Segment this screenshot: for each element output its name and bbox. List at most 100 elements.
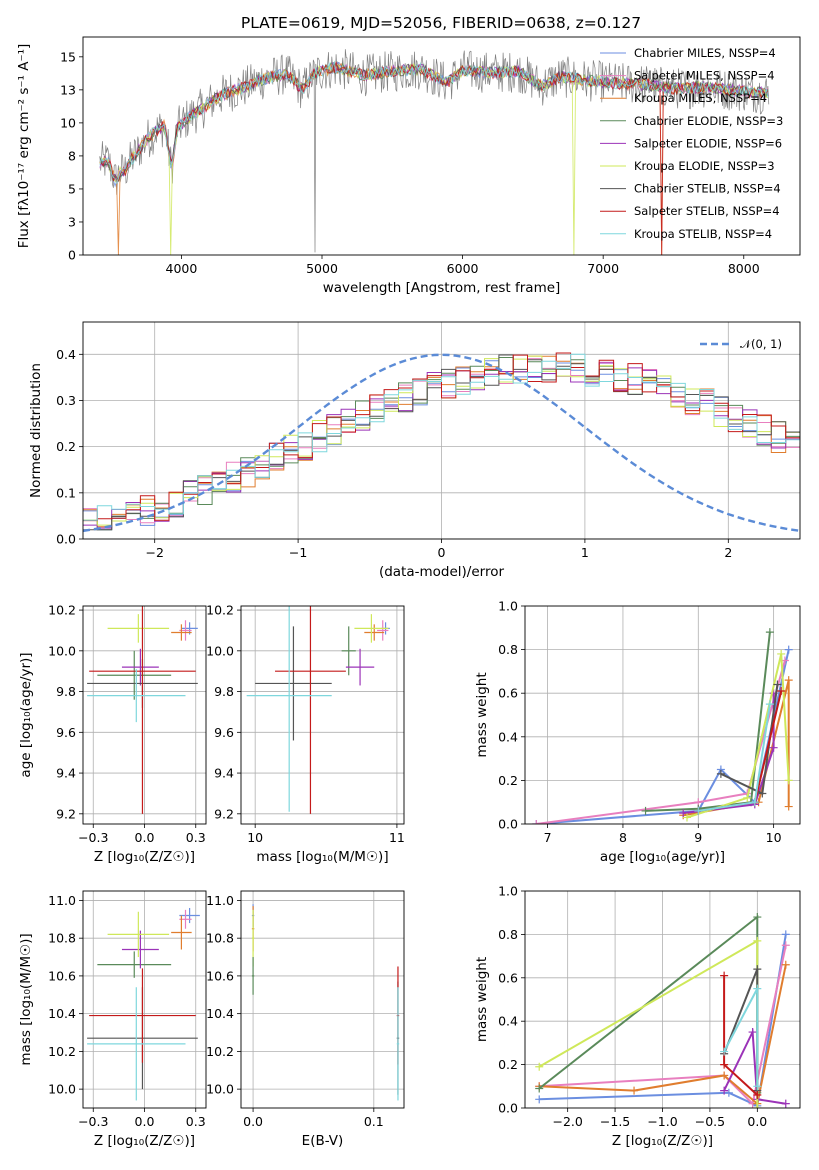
mass_vs_z-panel: −0.3 0.0 0.3 10.0 10.2 10.4 10.6 10.8 11.0 Z [log… bbox=[18, 890, 207, 1149]
legend-label-7: Salpeter STELIB, NSSP=4 bbox=[634, 204, 780, 218]
spectrum-ytick-label: 0 bbox=[68, 248, 76, 263]
residuals-xtick-label: 0 bbox=[438, 545, 446, 560]
weight_vs_age-series-marker-3 bbox=[641, 806, 650, 815]
weight_vs_z-ytick-label: 0.0 bbox=[498, 1101, 518, 1116]
weight_vs_age-series-marker-6 bbox=[773, 680, 782, 689]
model-spectrum-line-6 bbox=[99, 61, 769, 183]
weight_vs_age-series-marker-5 bbox=[777, 649, 786, 658]
age_vs_mass-ytick-label: 9.6 bbox=[214, 725, 234, 740]
legend-label-8: Kroupa STELIB, NSSP=4 bbox=[634, 227, 772, 241]
residuals-xtick-label: −1 bbox=[289, 545, 307, 560]
age_vs_mass-ytick-label: 9.4 bbox=[214, 766, 234, 781]
weight_vs_z-series-marker-4 bbox=[748, 1028, 757, 1037]
figure-title: PLATE=0619, MJD=52056, FIBERID=0638, z=0… bbox=[241, 14, 641, 32]
weight_vs_age-series-marker-5 bbox=[743, 793, 752, 802]
spectrum-xtick-label: 8000 bbox=[728, 261, 760, 276]
weight_vs_z-series-marker-2 bbox=[630, 1086, 639, 1095]
weight_vs_age-ytick-label: 0.4 bbox=[498, 729, 518, 744]
age_vs_z-ytick-label: 9.2 bbox=[56, 806, 76, 821]
weight_vs_age-series-marker-5 bbox=[682, 813, 691, 822]
legend-label-2: Kroupa MILES, NSSP=4 bbox=[634, 91, 767, 105]
age_vs_mass-panel: 10 11 9.2 9.4 9.6 9.8 10.0 10.2 mass [log₁₀(M/M☉… bbox=[206, 603, 405, 865]
residuals-xtick-label: 2 bbox=[724, 545, 732, 560]
spectrum-frame bbox=[82, 36, 801, 256]
age_vs_mass-ytick-label: 9.8 bbox=[214, 684, 234, 699]
spectrum-plot-area bbox=[99, 49, 770, 255]
weight_vs_age-ytick-label: 0.8 bbox=[498, 642, 518, 657]
weight_vs_age-ytick-label: 1.0 bbox=[498, 599, 518, 614]
weight_vs_z-series-marker-3 bbox=[535, 1084, 544, 1093]
mass_vs_z-ytick-label: 10.6 bbox=[48, 968, 76, 983]
age_vs_mass-xtick-label: 11 bbox=[389, 830, 405, 845]
weight_vs_age-xtick-label: 8 bbox=[619, 830, 627, 845]
weight_vs_age-series-marker-6 bbox=[758, 789, 767, 798]
age_vs_z-ytick-label: 10.2 bbox=[48, 603, 76, 618]
weight_vs_z-series-marker-0 bbox=[724, 1088, 733, 1097]
weight_vs_age-series-marker-2 bbox=[784, 802, 793, 811]
mass_vs_z-xtick-label: 0.3 bbox=[186, 1114, 206, 1129]
weight_vs_z-series-marker-3 bbox=[753, 913, 762, 922]
weight_vs_z-xtick-label: −1.0 bbox=[647, 1114, 677, 1129]
residuals-ylabel: Normed distribution bbox=[28, 363, 44, 498]
weight_vs_z-series-marker-5 bbox=[753, 936, 762, 945]
weight_vs_z-ytick-label: 0.8 bbox=[498, 927, 518, 942]
age_vs_z-ytick-label: 9.4 bbox=[56, 766, 76, 781]
age_vs_z-plot-area bbox=[83, 606, 206, 824]
weight_vs_z-series-line-4 bbox=[723, 1028, 786, 1105]
model-spectrum-line-8 bbox=[99, 60, 769, 185]
weight_vs_z-series-line-0 bbox=[539, 934, 787, 1108]
weight_vs_age-series-marker-6 bbox=[716, 769, 725, 778]
mass_vs_ebv-panel: 0.0 0.1 10.0 10.2 10.4 10.6 10.8 11.0 E(B-V) bbox=[206, 890, 405, 1149]
legend-label-6: Chabrier STELIB, NSSP=4 bbox=[634, 182, 781, 196]
mass_vs_z-ytick-label: 10.8 bbox=[48, 931, 76, 946]
mass_vs_z-xtick-label: 0.0 bbox=[135, 1114, 155, 1129]
spectrum-xtick-label: 6000 bbox=[447, 261, 479, 276]
residuals-xtick-label: 1 bbox=[581, 545, 589, 560]
age_vs_z-ytick-label: 9.6 bbox=[56, 725, 76, 740]
model-spectrum-line-4 bbox=[99, 61, 769, 184]
weight_vs_age-xlabel: age [log₁₀(age/yr)] bbox=[600, 849, 725, 865]
gaussian-curve bbox=[83, 353, 800, 533]
residuals-ytick-label: 0.3 bbox=[56, 393, 76, 408]
legend-label-4: Salpeter ELODIE, NSSP=6 bbox=[634, 136, 782, 150]
spectrum-ytick-label: 5 bbox=[68, 181, 76, 196]
age_vs_mass-xtick-label: 10 bbox=[247, 830, 263, 845]
weight_vs_age-ylabel: mass weight bbox=[474, 672, 490, 757]
weight_vs_z-series-marker-2 bbox=[781, 960, 790, 969]
weight_vs_age-xtick-label: 10 bbox=[766, 830, 782, 845]
weight_vs_z-ytick-label: 0.4 bbox=[498, 1014, 518, 1029]
residuals-ytick-label: 0.2 bbox=[56, 439, 76, 454]
weight_vs_age-ytick-label: 0.6 bbox=[498, 686, 518, 701]
weight_vs_age-series-marker-4 bbox=[679, 809, 688, 818]
weight_vs_age-series-marker-8 bbox=[694, 806, 703, 815]
weight_vs_age-xtick-label: 7 bbox=[544, 830, 552, 845]
mass_vs_ebv-xtick-label: 0.1 bbox=[364, 1114, 384, 1129]
weight_vs_age-panel: 7 8 9 10 0.0 0.2 0.4 0.6 0.8 1.0 age [log₁₀(age/yr… bbox=[474, 599, 801, 865]
weight_vs_age-ytick-label: 0.0 bbox=[498, 817, 518, 832]
weight_vs_z-series-marker-4 bbox=[781, 1099, 790, 1108]
spectrum-panel: 4000 5000 6000 7000 8000 0 3 5 8 10 13 15 wavelength… bbox=[16, 36, 801, 296]
residuals-panel: −2 −1 0 1 2 0.0 0.1 0.2 0.3 0.4 (data-model)/error… bbox=[28, 321, 801, 580]
weight_vs_age-series-marker-5 bbox=[784, 776, 793, 785]
weight_vs_z-series-marker-2 bbox=[720, 1071, 729, 1080]
residuals-ytick-label: 0.1 bbox=[56, 485, 76, 500]
weight_vs_age-series-marker-4 bbox=[769, 743, 778, 752]
age_vs_mass-xlabel: mass [log₁₀(M/M☉)] bbox=[256, 849, 388, 865]
mass_vs_ebv-plot-area bbox=[241, 891, 404, 1108]
mass_vs_ebv-ytick-label: 10.6 bbox=[206, 968, 234, 983]
spectrum-ytick-label: 8 bbox=[68, 148, 76, 163]
mass_vs_z-xlabel: Z [log₁₀(Z/Z☉)] bbox=[94, 1133, 195, 1149]
weight_vs_z-plot-area bbox=[525, 891, 800, 1108]
age_vs_mass-ytick-label: 9.2 bbox=[214, 806, 234, 821]
weight_vs_z-series-marker-7 bbox=[753, 1090, 762, 1099]
weight_vs_z-series-marker-8 bbox=[753, 1082, 762, 1091]
residuals-plot-area bbox=[83, 322, 800, 539]
mass_vs_ebv-ytick-label: 10.4 bbox=[206, 1006, 234, 1021]
weight_vs_z-ytick-label: 0.2 bbox=[498, 1057, 518, 1072]
weight_vs_z-frame bbox=[524, 890, 801, 1109]
spectrum-ytick-label: 10 bbox=[60, 115, 76, 130]
spectrum-ylabel: Flux [fλ10⁻¹⁷ erg cm⁻² s⁻¹ A⁻¹] bbox=[16, 44, 32, 249]
weight_vs_age-frame bbox=[524, 605, 801, 825]
residuals-ytick-label: 0.0 bbox=[56, 532, 76, 547]
